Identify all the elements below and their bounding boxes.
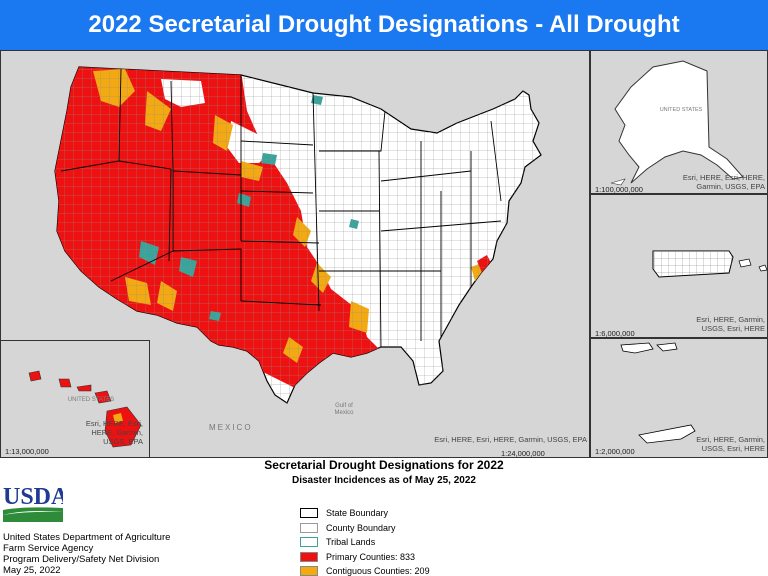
alaska-attribution: Esri, HERE, Esri, HERE, Garmin, USGS, EP… bbox=[682, 173, 765, 191]
agency-line: United States Department of Agriculture bbox=[3, 532, 171, 543]
legend-label: Tribal Lands bbox=[326, 537, 376, 547]
st-thomas-land bbox=[620, 342, 654, 354]
st-croix-land bbox=[638, 424, 696, 444]
legend-label: Primary Counties: 833 bbox=[326, 551, 416, 562]
agency-date: May 25, 2022 bbox=[3, 565, 61, 576]
hawaii-island-maui bbox=[94, 390, 112, 404]
legend-label: State Boundary bbox=[326, 508, 389, 518]
hawaii-scale: 1:13,000,000 bbox=[5, 447, 49, 456]
hawaii-inset[interactable]: UNITED STATES Esri, HERE, Esri, HERE, Ga… bbox=[0, 340, 150, 458]
alaska-map bbox=[610, 60, 744, 186]
mexico-label: MEXICO bbox=[209, 423, 253, 432]
usda-logo-text: USDA bbox=[3, 484, 63, 510]
virgin-islands-map bbox=[620, 342, 696, 444]
st-john-land bbox=[656, 342, 678, 352]
hawaii-country-label: UNITED STATES bbox=[67, 397, 115, 403]
state-boundary-swatch bbox=[300, 508, 318, 518]
agency-line: Farm Service Agency bbox=[3, 543, 94, 554]
puerto-rico-scale: 1:6,000,000 bbox=[595, 329, 635, 338]
virgin-islands-attribution: Esri, HERE, Garmin, USGS, Esri, HERE bbox=[696, 435, 765, 453]
legend-subheading: Disaster Incidences as of May 25, 2022 bbox=[292, 475, 476, 486]
puerto-rico-attribution: Esri, HERE, Garmin, USGS, Esri, HERE bbox=[696, 315, 765, 333]
legend-label: Contiguous Counties: 209 bbox=[326, 566, 430, 576]
legend-heading: Secretarial Drought Designations for 202… bbox=[264, 458, 504, 472]
usda-logo-graphic: USDA bbox=[3, 484, 69, 522]
gulf-label: Gulf of Mexico bbox=[334, 403, 354, 416]
hawaii-island-molokai bbox=[76, 384, 92, 392]
main-scale: 1:24,000,000 bbox=[501, 449, 545, 458]
hawaii-island-kauai bbox=[28, 370, 42, 382]
map-title: 2022 Secretarial Drought Designations - … bbox=[0, 0, 768, 50]
hawaii-attribution: Esri, HERE, Esri, HERE, Garmin, USGS, EP… bbox=[85, 419, 143, 446]
contiguous-counties-swatch bbox=[300, 566, 318, 576]
virgin-islands-scale: 1:2,000,000 bbox=[595, 447, 635, 456]
county-boundary-swatch bbox=[300, 522, 318, 533]
alaska-scale: 1:100,000,000 bbox=[595, 185, 643, 194]
agency-line: Program Delivery/Safety Net Division bbox=[3, 554, 160, 565]
alaska-inset[interactable]: UNITED STATES Esri, HERE, Esri, HERE, Ga… bbox=[590, 50, 768, 194]
tribal-lands-swatch bbox=[300, 537, 318, 547]
usda-logo: USDA bbox=[3, 482, 69, 533]
hawaii-island-oahu bbox=[58, 378, 72, 388]
main-attribution: Esri, HERE, Esri, HERE, Garmin, USGS, EP… bbox=[434, 435, 587, 444]
alaska-country-label: UNITED STATES bbox=[659, 107, 703, 113]
puerto-rico-inset[interactable]: Esri, HERE, Garmin, USGS, Esri, HERE 1:6… bbox=[590, 194, 768, 338]
map-area: MEXICO Gulf of Mexico Esri, HERE, Esri, … bbox=[0, 50, 768, 458]
virgin-islands-inset[interactable]: Esri, HERE, Garmin, USGS, Esri, HERE 1:2… bbox=[590, 338, 768, 458]
primary-counties-swatch bbox=[300, 551, 318, 562]
alaska-land bbox=[614, 60, 744, 184]
puerto-rico-map bbox=[652, 250, 767, 278]
hawaii-map bbox=[28, 370, 142, 448]
legend-label: County Boundary bbox=[326, 522, 396, 533]
agency-info: United States Department of Agriculture … bbox=[3, 532, 170, 576]
main-map-panel[interactable]: MEXICO Gulf of Mexico Esri, HERE, Esri, … bbox=[0, 50, 590, 458]
